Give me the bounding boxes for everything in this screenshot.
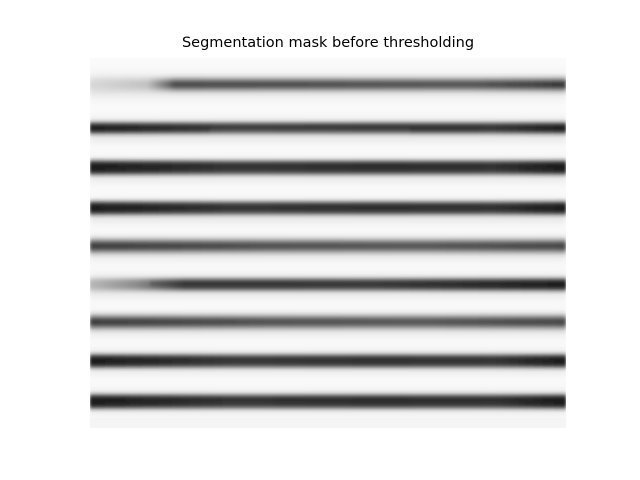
mask-image — [90, 58, 566, 428]
mask-stripe — [90, 80, 566, 89]
figure-title: Segmentation mask before thresholding — [181, 35, 475, 51]
mask-stripe — [90, 241, 566, 251]
mask-stripe — [90, 161, 566, 174]
mask-stripe — [90, 355, 566, 367]
mask-stripe — [90, 202, 566, 214]
mask-stripe — [90, 317, 566, 327]
mask-stripe — [90, 279, 566, 290]
mask-stripe — [90, 123, 566, 133]
mask-stripe — [90, 395, 566, 408]
